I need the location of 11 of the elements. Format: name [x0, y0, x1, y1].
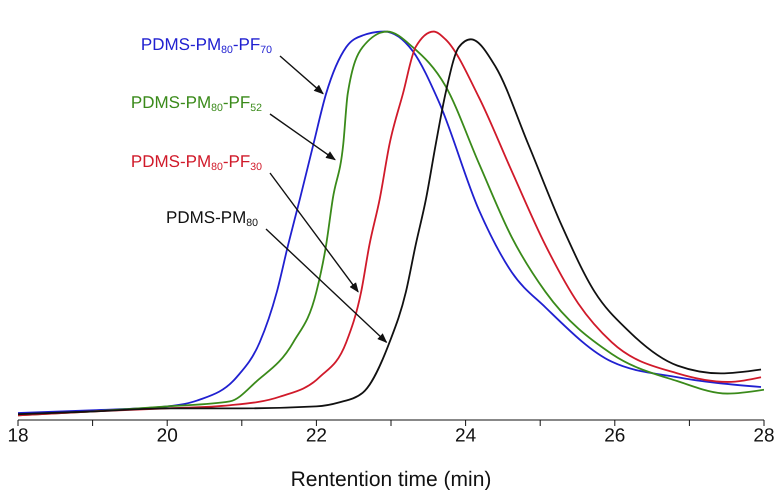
x-tick-label: 28 — [753, 425, 775, 446]
annotation: PDMS-PM$_{80}$ — [166, 208, 258, 230]
x-tick-label: 18 — [7, 425, 29, 446]
x-tick-label: 22 — [306, 425, 327, 446]
x-tick-label: 26 — [604, 425, 626, 446]
x-tick-label: 20 — [156, 425, 178, 446]
annotation: PDMS-PM$_{80}$-PF$_{52}$ — [130, 93, 262, 114]
x-axis-title: Rentention time (min) — [290, 468, 492, 491]
annotation: PDMS-PM$_{80}$-PF$_{70}$ — [140, 35, 272, 56]
annotation: PDMS-PM$_{80}$-PF$_{30}$ — [130, 152, 262, 174]
x-tick-label: 24 — [455, 425, 477, 446]
